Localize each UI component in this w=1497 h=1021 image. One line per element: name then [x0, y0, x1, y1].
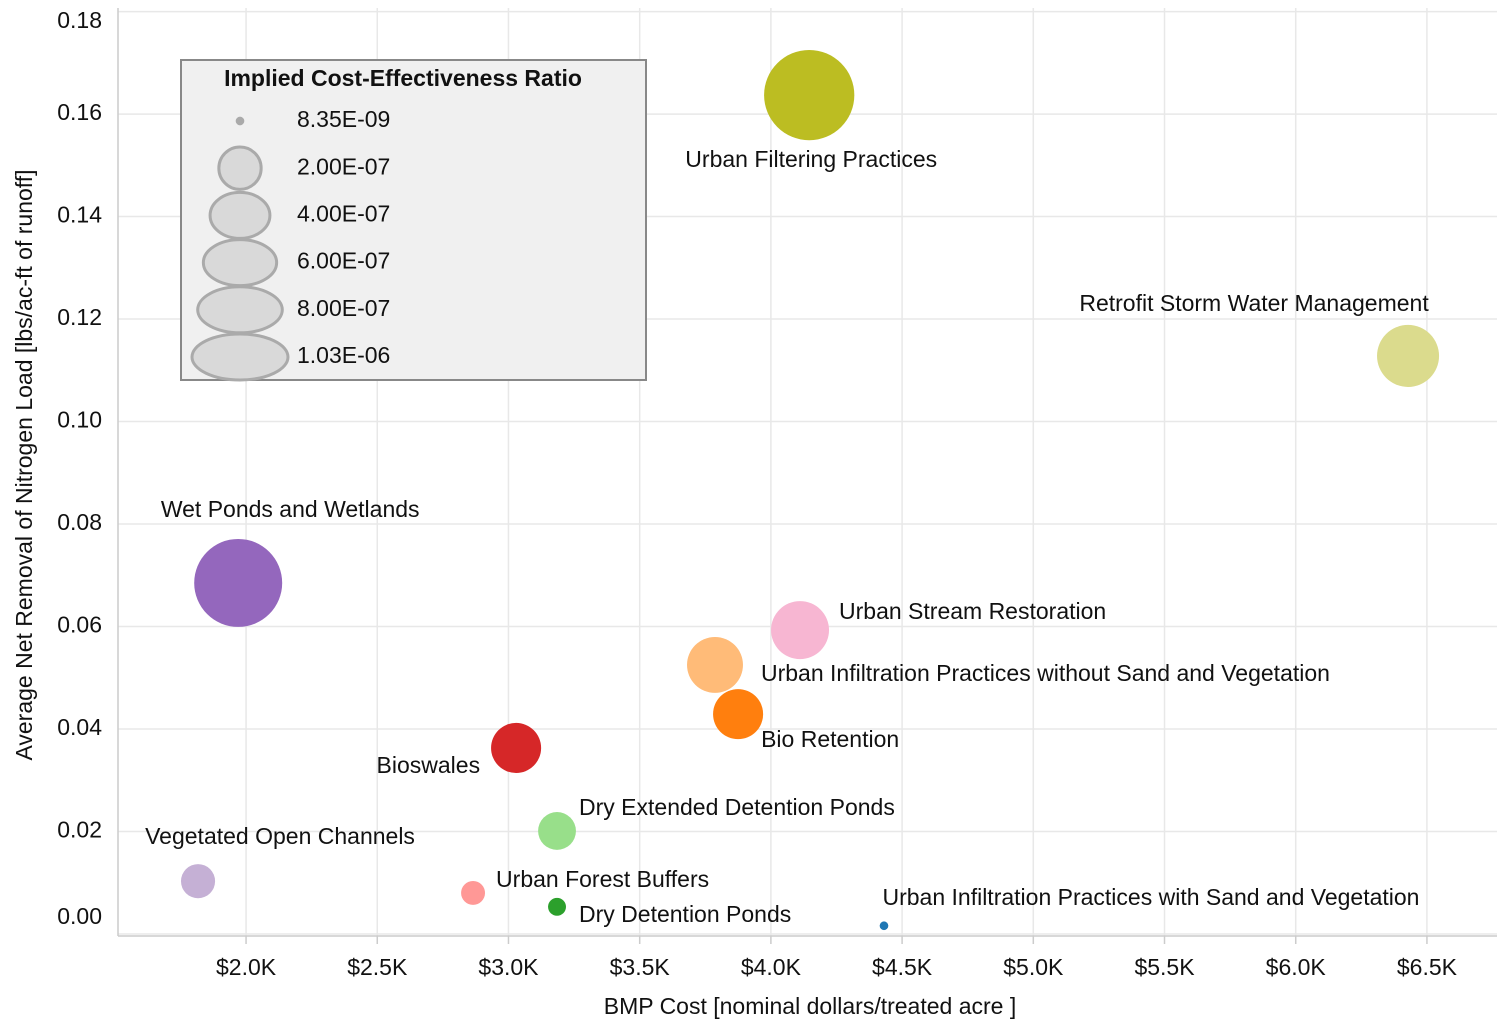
legend-label: 2.00E-07 [297, 153, 390, 179]
y-tick-label: 0.06 [57, 612, 102, 638]
bubble [771, 601, 830, 660]
y-tick-label: 0.08 [57, 509, 102, 535]
legend-label: 4.00E-07 [297, 200, 390, 226]
x-tick-label: $5.0K [1003, 954, 1064, 980]
x-tick-label: $3.0K [478, 954, 539, 980]
legend-title: Implied Cost-Effectiveness Ratio [224, 65, 582, 91]
legend-bubble [196, 285, 284, 335]
y-tick-label: 0.02 [57, 817, 102, 843]
point-label: Retrofit Storm Water Management [1079, 290, 1429, 316]
x-tick-label: $5.5K [1134, 954, 1195, 980]
point-label: Urban Stream Restoration [839, 598, 1106, 624]
bubble [713, 689, 764, 740]
x-tick-label: $2.0K [216, 954, 277, 980]
bubble [1377, 324, 1440, 387]
point-label: Urban Filtering Practices [685, 146, 937, 172]
bubble [461, 880, 486, 905]
legend-bubble [235, 116, 245, 126]
point-label: Bioswales [377, 752, 481, 778]
legend-label: 6.00E-07 [297, 248, 390, 274]
x-axis-label: BMP Cost [nominal dollars/treated acre ] [604, 993, 1016, 1019]
y-axis-label: Average Net Removal of Nitrogen Load [lb… [11, 169, 37, 760]
legend: Implied Cost-Effectiveness Ratio 8.35E-09… [180, 59, 647, 382]
x-tick-label: $6.5K [1397, 954, 1458, 980]
legend-label: 1.03E-06 [297, 342, 390, 368]
x-tick-label: $6.0K [1266, 954, 1327, 980]
x-tick-label: $4.5K [872, 954, 933, 980]
legend-label: 8.35E-09 [297, 106, 390, 132]
bubble [538, 812, 576, 850]
point-label: Urban Infiltration Practices with Sand a… [882, 884, 1419, 910]
bubble [491, 722, 542, 773]
point-label: Vegetated Open Channels [145, 823, 415, 849]
x-tick-label: $2.5K [347, 954, 408, 980]
bubble [879, 921, 889, 931]
bubble [194, 538, 283, 627]
y-tick-label: 0.10 [57, 407, 102, 433]
y-tick-label: 0.18 [57, 7, 102, 33]
point-label: Urban Forest Buffers [496, 866, 709, 892]
y-tick-label: 0.12 [57, 304, 102, 330]
bubble [548, 897, 566, 916]
bubble [687, 636, 743, 693]
bubble [180, 864, 216, 899]
legend-bubble [190, 332, 290, 382]
bubble [764, 49, 855, 141]
x-tick-label: $3.5K [610, 954, 671, 980]
x-tick-label: $4.0K [741, 954, 802, 980]
y-tick-label: 0.00 [57, 903, 102, 929]
point-label: Bio Retention [761, 726, 899, 752]
y-tick-label: 0.16 [57, 99, 102, 125]
point-label: Dry Extended Detention Ponds [579, 794, 895, 820]
y-tick-label: 0.04 [57, 714, 102, 740]
legend-bubble [217, 145, 263, 191]
point-label: Urban Infiltration Practices without San… [761, 660, 1330, 686]
point-label: Wet Ponds and Wetlands [161, 496, 420, 522]
legend-bubble [201, 238, 279, 288]
point-label: Dry Detention Ponds [579, 901, 791, 927]
legend-label: 8.00E-07 [297, 295, 390, 321]
y-tick-label: 0.14 [57, 202, 102, 228]
legend-bubble [208, 190, 272, 240]
